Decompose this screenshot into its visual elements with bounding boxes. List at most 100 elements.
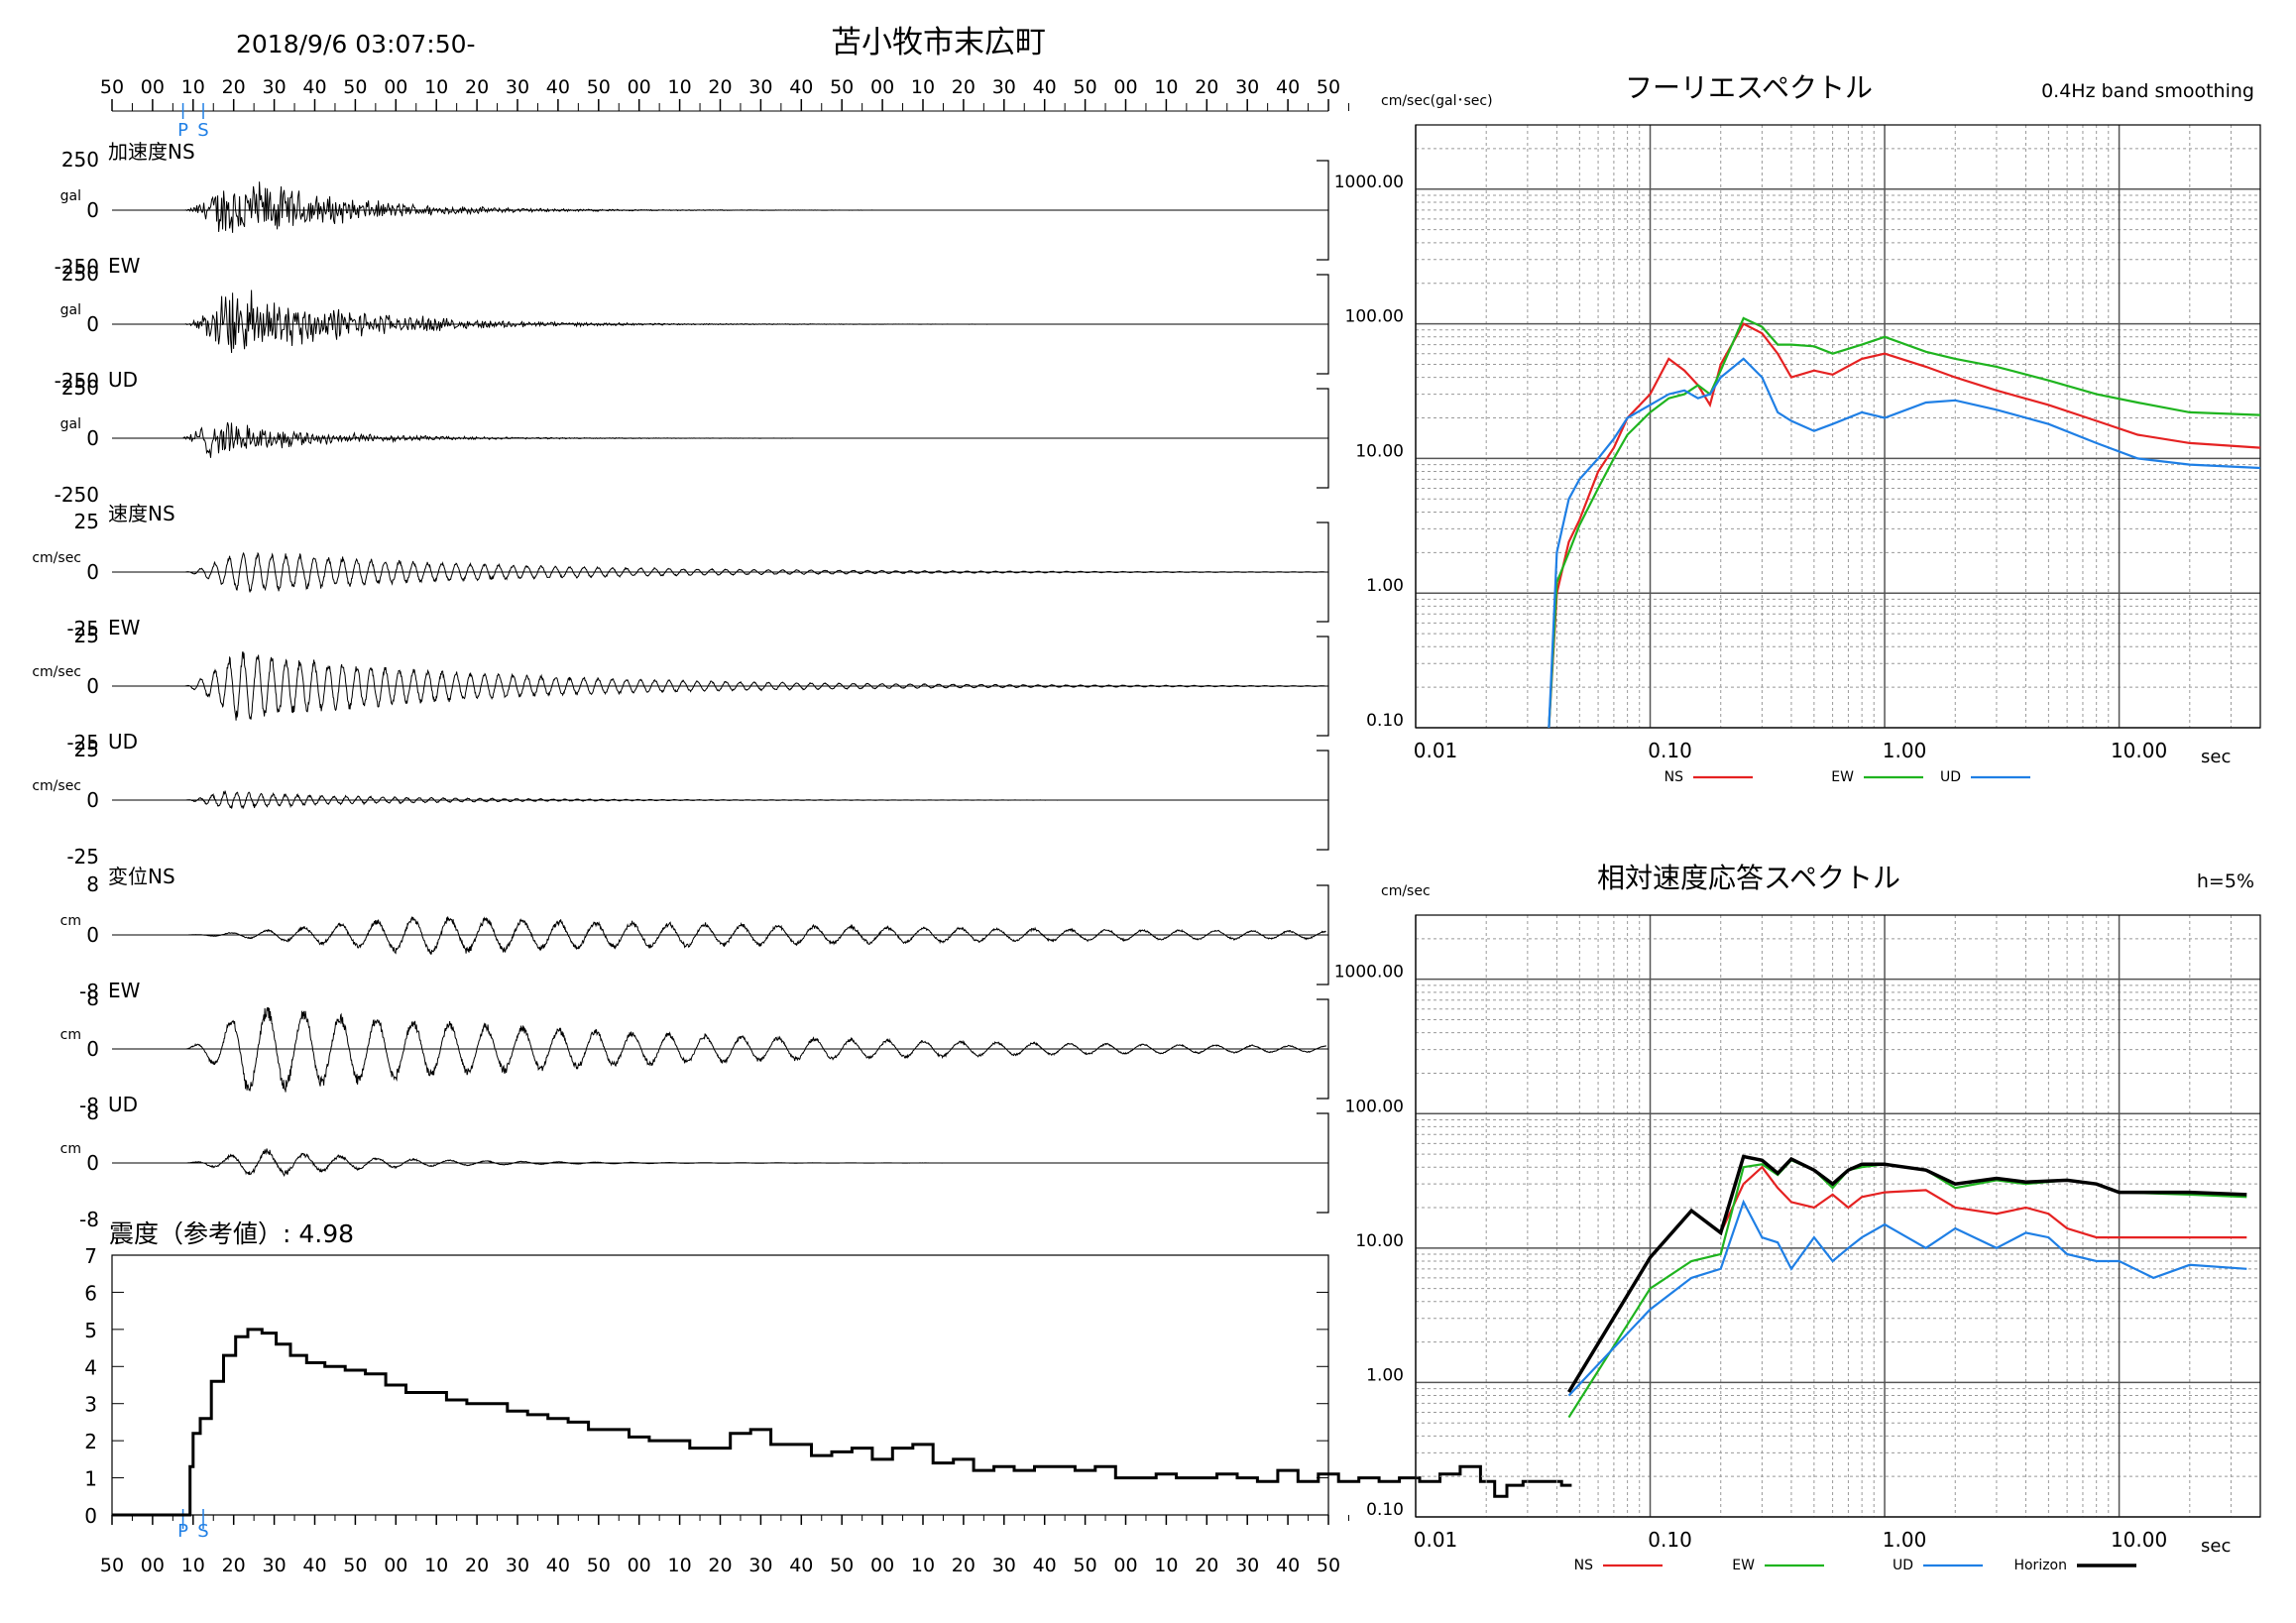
ytick-label: 100.00 (1345, 307, 1404, 327)
xtick-label: 10.00 (2111, 739, 2167, 762)
ytick-label: 100.00 (1345, 1097, 1404, 1116)
top-time-tick-label: 30 (992, 76, 1016, 98)
waveform-panel-cont-EW: 250 0 -250 gal EW (55, 254, 1329, 393)
bottom-time-tick-label: 50 (587, 1555, 611, 1576)
top-time-tick-label: 30 (1235, 76, 1259, 98)
intensity-ytick-label: 1 (84, 1467, 97, 1491)
panel-component-label: 加速度NS (108, 140, 195, 164)
top-time-tick-label: 00 (1113, 76, 1137, 98)
chart-subtitle: 0.4Hz band smoothing (2041, 80, 2254, 102)
x-axis-label: sec (2201, 1536, 2231, 1557)
top-time-tick-label: 20 (222, 76, 246, 98)
plot-frame (1415, 914, 2261, 1518)
series-line-EW (1548, 316, 2261, 729)
top-time-tick-label: 50 (830, 76, 854, 98)
series-line-NS (1567, 1165, 2247, 1393)
panel-ymax-label: 25 (74, 738, 99, 761)
bottom-time-tick-label: 10 (181, 1555, 205, 1576)
waveform-panel-cont-EW: 25 0 -25 cm/sec EW (32, 616, 1329, 754)
bottom-time-tick-label: 50 (1317, 1555, 1340, 1576)
bottom-time-tick-label: 20 (222, 1555, 246, 1576)
waveform-panel-変位-NS: 8 0 -8 cm 変位NS (60, 865, 1329, 1003)
legend-label-EW: EW (1831, 769, 1854, 785)
top-time-tick-label: 20 (1195, 76, 1218, 98)
top-time-tick-label: 10 (424, 76, 448, 98)
top-time-tick-label: 10 (1154, 76, 1178, 98)
bottom-time-tick-label: 30 (506, 1555, 529, 1576)
xtick-label: 1.00 (1883, 739, 1927, 762)
top-time-tick-label: 40 (789, 76, 813, 98)
top-time-tick-label: 40 (1276, 76, 1300, 98)
top-time-tick-label: 20 (465, 76, 489, 98)
waveform-trace (112, 916, 1326, 955)
record-datetime: 2018/9/6 03:07:50- (236, 30, 476, 58)
phase-marker-P: P (177, 1521, 188, 1542)
legend-label-UD: UD (1893, 1558, 1913, 1573)
y-axis-label: cm/sec(gal･sec) (1381, 93, 1493, 109)
panel-unit: cm/sec (32, 550, 81, 566)
fourier-spectrum-chart: 0.01 0.10 1.00 10.00 0.10 1.00 10.00 100.00 1000… (1334, 71, 2261, 785)
top-time-tick-label: 50 (1074, 76, 1097, 98)
panel-ymax-label: 8 (86, 1101, 99, 1124)
legend-label-UD: UD (1940, 769, 1961, 785)
bottom-time-tick-label: 00 (1113, 1555, 1137, 1576)
panel-ymax-label: 250 (61, 376, 99, 400)
intensity-title: 震度（参考値）: 4.98 (109, 1219, 354, 1248)
top-time-tick-label: 30 (263, 76, 287, 98)
bottom-time-tick-label: 10 (424, 1555, 448, 1576)
panel-ymin-label: -250 (55, 255, 99, 279)
ytick-label: 1.00 (1366, 576, 1404, 596)
panel-unit: gal (60, 302, 81, 318)
waveform-trace (112, 290, 1326, 354)
panel-unit: cm/sec (32, 778, 81, 794)
phase-marker-P: P (177, 120, 188, 141)
top-time-tick-label: 40 (546, 76, 570, 98)
xtick-label: 10.00 (2111, 1528, 2167, 1552)
waveform-trace (112, 1007, 1326, 1093)
panel-component-label: UD (108, 1093, 138, 1116)
panel-unit: cm (60, 1141, 81, 1157)
panel-component-label: EW (108, 979, 141, 1002)
top-time-tick-label: 30 (506, 76, 529, 98)
waveform-trace (112, 790, 1326, 810)
bottom-time-tick-label: 40 (1276, 1555, 1300, 1576)
bottom-time-tick-label: 20 (708, 1555, 732, 1576)
x-axis-label: sec (2201, 747, 2231, 767)
xtick-label: 0.01 (1414, 1528, 1458, 1552)
intensity-ytick-label: 3 (84, 1393, 97, 1417)
xtick-label: 1.00 (1883, 1528, 1927, 1552)
bottom-time-tick-label: 30 (263, 1555, 287, 1576)
waveform-charts: 50 00 10 20 30 40 50 00 10 20 30 40 50 00 10 20 30 40 50 00… (32, 76, 1349, 1231)
ytick-label: 1000.00 (1334, 963, 1404, 983)
y-axis-label: cm/sec (1381, 883, 1431, 899)
waveform-trace (112, 421, 1326, 458)
top-time-tick-label: 40 (1033, 76, 1057, 98)
bottom-time-tick-label: 20 (1195, 1555, 1218, 1576)
series-line-UD (1548, 357, 2261, 729)
panel-unit: gal (60, 416, 81, 432)
ytick-label: 1000.00 (1334, 173, 1404, 192)
panel-ymax-label: 8 (86, 986, 99, 1010)
panel-zero-label: 0 (86, 788, 99, 812)
bottom-time-tick-label: 10 (1154, 1555, 1178, 1576)
intensity-chart: 震度（参考値）: 4.98 0 1 2 3 4 5 6 7 50 00 10 20 30 40 50 00 10 2… (84, 1219, 1572, 1576)
panel-ymin-label: -8 (79, 980, 99, 1003)
waveform-trace (112, 181, 1326, 233)
panel-unit: cm (60, 913, 81, 929)
bottom-time-tick-label: 50 (100, 1555, 124, 1576)
panel-ymin-label: -25 (66, 617, 99, 640)
panel-zero-label: 0 (86, 674, 99, 698)
ytick-label: 10.00 (1355, 441, 1404, 461)
waveform-panel-cont-EW: 8 0 -8 cm EW (60, 979, 1329, 1117)
bottom-time-tick-label: 10 (911, 1555, 935, 1576)
bottom-time-tick-label: 20 (952, 1555, 976, 1576)
panel-ymin-label: -8 (79, 1094, 99, 1117)
panel-ymin-label: -25 (66, 845, 99, 869)
waveform-panel-cont-UD: 25 0 -25 cm/sec UD (32, 730, 1329, 869)
top-time-tick-label: 00 (870, 76, 894, 98)
waveform-trace (112, 651, 1326, 721)
panel-ymax-label: 25 (74, 510, 99, 533)
bottom-time-tick-label: 00 (628, 1555, 651, 1576)
ytick-label: 10.00 (1355, 1231, 1404, 1251)
waveform-trace (112, 1148, 1326, 1178)
